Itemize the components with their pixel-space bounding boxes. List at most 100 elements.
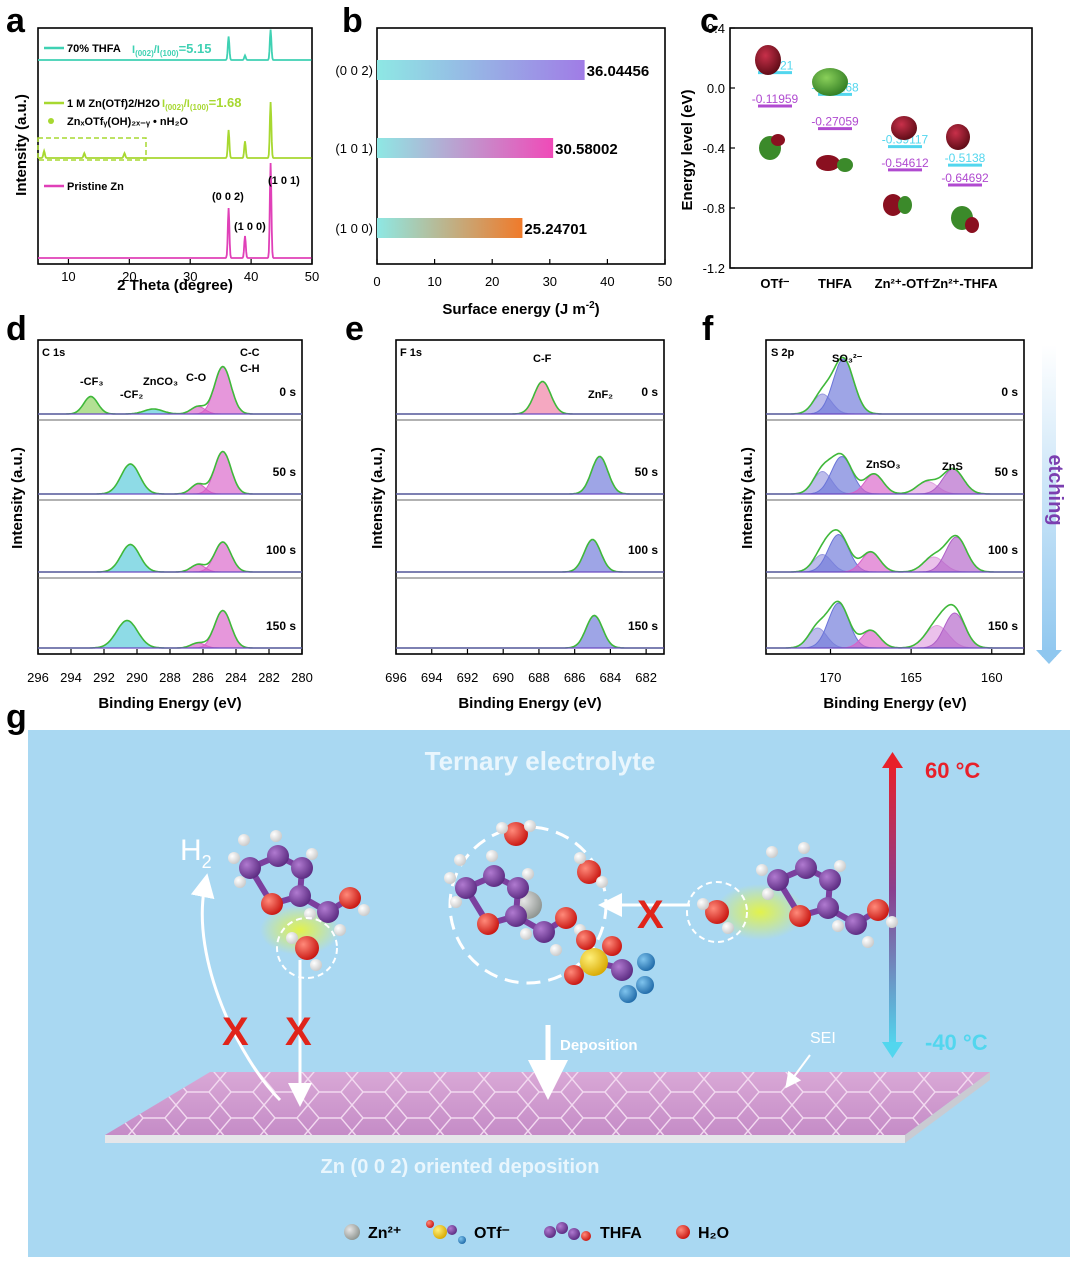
thfa-left-h — [306, 848, 318, 860]
x-tick-label: 282 — [258, 670, 280, 685]
x-axis-label-e: Binding Energy (eV) — [458, 695, 601, 712]
panel-label-f: f — [702, 310, 714, 348]
bar-0 — [377, 60, 585, 80]
panel-f: f S 2p 0 s 50 s 100 s 150 s 170 165 160 Bindi… — [702, 310, 1066, 712]
xps-spectra-s2p: 0 s 50 s 100 s 150 s — [766, 356, 1024, 649]
thfa-left-atom — [261, 893, 283, 915]
thfa-left-atom — [317, 901, 339, 923]
x-tick-label: 165 — [900, 670, 922, 685]
orbital-images — [755, 45, 979, 233]
otf-o — [576, 930, 596, 950]
thfa-left-h — [358, 904, 370, 916]
component-peak — [38, 483, 302, 495]
thfa-center-h — [444, 872, 456, 884]
x-axis-label-b: Surface energy (J m-2) — [442, 300, 599, 318]
water-top-h — [496, 822, 508, 834]
component-peak — [38, 609, 302, 649]
otf-f — [637, 953, 655, 971]
x-tick-label: 170 — [820, 670, 842, 685]
thfa-center-oh — [555, 907, 577, 929]
temperature-hot: 60 °C — [925, 758, 980, 783]
thfa-center-h — [450, 896, 462, 908]
homo-label-1: -0.27059 — [811, 115, 859, 129]
time-label: 50 s — [635, 465, 659, 479]
peak-label-cf: C-F — [533, 353, 552, 365]
legend-h2o: H₂O — [698, 1225, 729, 1242]
otf-o — [564, 965, 584, 985]
component-peak — [38, 463, 302, 495]
panel-e: e F 1s 0 s 50 s 100 s 150 s 696 694 692 690 688… — [345, 310, 665, 712]
thfa-center-h — [486, 850, 498, 862]
x-tick-label: 290 — [126, 670, 148, 685]
envelope-fit — [766, 356, 1023, 415]
peak-label-cf2: -CF₂ — [120, 389, 143, 401]
envelope-fit — [38, 365, 302, 415]
bar-category-0: (0 0 2) — [335, 63, 373, 78]
time-label: 50 s — [273, 465, 297, 479]
water-top-h — [524, 820, 536, 832]
plot-frame-f — [765, 339, 1025, 655]
y-axis-label-d: Intensity (a.u.) — [9, 447, 26, 549]
substrate-label: Zn (0 0 2) oriented deposition — [321, 1156, 600, 1178]
thfa-center-h — [550, 944, 562, 956]
legend-byproduct: ZnₓOTfᵧ(OH)₂ₓ₋ᵧ • nH₂O — [67, 116, 188, 128]
byproduct-highlight-box — [37, 137, 147, 161]
orbital-thfa-homo — [816, 155, 840, 171]
category-label-c: THFA — [818, 276, 853, 291]
thfa-center-atom — [477, 913, 499, 935]
thfa-center-h — [522, 868, 534, 880]
water-top-o — [504, 822, 528, 846]
orbital-znthfa-homo-b — [965, 217, 979, 233]
x-tick-label: 286 — [192, 670, 214, 685]
thfa-center-atom — [507, 877, 529, 899]
thfa-left-atom — [291, 857, 313, 879]
x-tick-label-a: 20 — [122, 269, 136, 284]
component-peak — [766, 533, 1024, 573]
temperature-cold: -40 °C — [925, 1030, 988, 1055]
panel-label-g: g — [6, 698, 27, 736]
otf-f — [636, 976, 654, 994]
x-tick-label: 684 — [600, 670, 622, 685]
blocked-mark-3: X — [637, 893, 664, 937]
thfa-left-h — [270, 830, 282, 842]
component-peak — [38, 620, 302, 649]
thfa-right-atom — [767, 869, 789, 891]
envelope-fit — [766, 452, 1023, 495]
bar-2 — [377, 218, 523, 238]
panel-c: c Energy level (eV) 0.4 0.0 -0.4 -0.8 -1.2 0… — [679, 2, 1033, 291]
component-peak — [766, 358, 1024, 415]
legend-thfa-icon — [544, 1226, 556, 1238]
water-left-o — [295, 936, 319, 960]
orbital-znthfa-lumo — [946, 124, 970, 150]
blocked-mark-2: X — [285, 1010, 312, 1054]
peak-label-znso3: ZnSO₃ — [866, 459, 900, 471]
annotation-002: (0 0 2) — [212, 191, 244, 203]
y-axis-label-f: Intensity (a.u.) — [739, 447, 756, 549]
component-peak — [766, 536, 1024, 573]
x-ticks-e: 696 694 692 690 688 686 684 682 — [385, 649, 657, 685]
time-label: 100 s — [628, 543, 658, 557]
x-tick-label-a: 10 — [61, 269, 75, 284]
envelope-fit — [396, 614, 664, 649]
panel-label-c: c — [700, 2, 719, 40]
envelope-fit — [38, 450, 302, 495]
legend-marker-byproduct — [48, 118, 54, 124]
substrate-side — [905, 1072, 990, 1143]
spectrum-title-e: F 1s — [400, 347, 422, 359]
etching-arrow-head — [1036, 650, 1062, 664]
sei-arrow — [785, 1054, 811, 1089]
legend-thfa-icon-o — [581, 1231, 591, 1241]
x-tick-label-b: 50 — [658, 274, 672, 289]
x-ticks-d: 296 294 292 290 288 286 284 282 280 — [27, 649, 313, 685]
panel-g: g Ternary electrolyte 60 °C -40 °C Zn (0… — [6, 698, 1070, 1257]
orbital-thfa-lumo — [812, 68, 848, 96]
x-tick-label: 294 — [60, 670, 82, 685]
time-label: 0 s — [641, 385, 658, 399]
water-right2-h — [697, 898, 709, 910]
bar-category-1: (1 0 1) — [335, 141, 373, 156]
y-axis-label-c: Energy level (eV) — [679, 90, 696, 211]
etching-arrow-bar — [1042, 345, 1056, 657]
x-tick-label: 292 — [93, 670, 115, 685]
thfa-center-h — [520, 928, 532, 940]
peak-label-so3: SO₃²⁻ — [832, 353, 863, 365]
